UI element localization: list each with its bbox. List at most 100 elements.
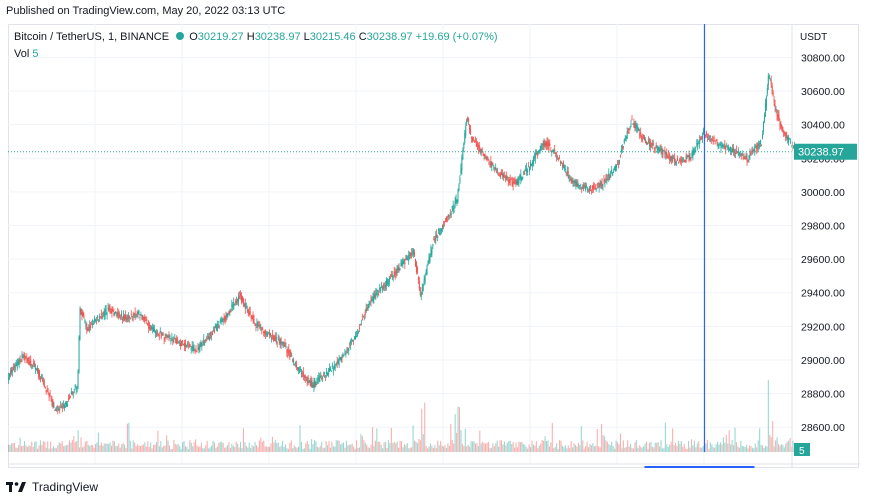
volume-bar — [580, 426, 582, 452]
volume-bar — [472, 441, 474, 452]
candle-body — [208, 336, 210, 340]
volume-bar — [102, 445, 104, 452]
candle-body — [26, 357, 28, 363]
volume-bar — [602, 435, 604, 452]
volume-bar — [39, 440, 41, 452]
candle-body — [130, 313, 132, 315]
candle-body — [178, 341, 180, 343]
candle-body — [750, 154, 752, 156]
volume-bar — [16, 447, 18, 452]
candle-body — [548, 143, 550, 151]
candle-body — [301, 375, 303, 377]
volume-bar — [541, 440, 543, 452]
candle-body — [473, 141, 475, 143]
volume-bar — [137, 444, 139, 452]
volume-bar — [200, 442, 202, 452]
volume-bar — [92, 445, 94, 452]
candle-body — [297, 367, 299, 370]
candle-body — [89, 324, 91, 331]
volume-bar — [727, 443, 729, 452]
tradingview-logo-icon — [6, 482, 26, 492]
candle-body — [784, 131, 786, 133]
candle-body — [596, 184, 598, 187]
volume-bar — [302, 448, 304, 452]
candle-body — [572, 181, 574, 183]
candle-body — [269, 332, 270, 335]
volume-bar — [74, 442, 76, 452]
candle-body — [118, 313, 120, 318]
candle-body — [673, 157, 675, 159]
volume-bar — [142, 444, 144, 452]
candle-body — [416, 267, 418, 273]
volume-bar — [538, 445, 540, 452]
volume-bar — [334, 446, 336, 452]
candle-body — [636, 126, 638, 130]
candle-body — [398, 266, 400, 271]
volume-bar — [659, 446, 661, 452]
volume-bar — [54, 447, 56, 452]
candle-body — [165, 334, 167, 336]
volume-bar — [51, 448, 53, 452]
volume-bar — [630, 444, 632, 452]
volume-bar — [9, 445, 11, 452]
volume-bar — [412, 425, 414, 452]
candle-body — [211, 335, 212, 337]
volume-bar — [90, 444, 92, 452]
candle-body — [672, 156, 674, 162]
volume-bar — [327, 445, 329, 452]
candle-body — [449, 212, 451, 216]
y-tick-label: 28600.00 — [801, 422, 845, 434]
candle-body — [528, 166, 530, 168]
volume-bar — [583, 448, 585, 452]
candle-body — [224, 316, 226, 321]
candle-body — [767, 76, 769, 86]
footer-brand[interactable]: TradingView — [32, 480, 99, 494]
candle-body — [727, 146, 729, 148]
candle-body — [245, 306, 247, 309]
candle-body — [371, 299, 373, 301]
candle-body — [404, 261, 406, 265]
candle-body — [170, 339, 172, 342]
candle-body — [643, 135, 645, 138]
candle-body — [735, 150, 737, 152]
candle-body — [509, 179, 511, 184]
candle-body — [648, 142, 650, 147]
volume-bar — [132, 440, 134, 452]
candle-body — [537, 151, 539, 153]
candle-body — [693, 150, 695, 153]
candle-body — [84, 320, 86, 322]
volume-bar — [572, 447, 574, 452]
candle-body — [671, 156, 673, 161]
volume-bar — [118, 443, 120, 452]
symbol-name[interactable]: Bitcoin / TetherUS, 1, BINANCE — [14, 31, 170, 43]
candle-body — [417, 277, 419, 281]
candle-body — [395, 271, 397, 274]
candle-body — [316, 382, 318, 384]
volume-bar — [622, 440, 624, 452]
volume-bar — [369, 448, 371, 452]
candle-body — [409, 252, 411, 257]
candle-body — [506, 176, 508, 178]
candle-body — [216, 324, 218, 332]
candle-body — [302, 372, 304, 376]
volume-bar — [219, 441, 221, 452]
candle-body — [184, 343, 186, 348]
footer: TradingView — [6, 480, 98, 494]
volume-bar — [8, 444, 10, 452]
candle-body — [605, 178, 607, 181]
candle-body — [547, 141, 549, 147]
candlestick-chart[interactable]: USDT30800.0030600.0030400.0030200.003000… — [8, 24, 860, 468]
candle-body — [576, 183, 578, 187]
candle-body — [111, 309, 113, 314]
volume-bar — [97, 432, 99, 452]
volume-bar — [364, 442, 366, 452]
volume-bar — [155, 441, 157, 452]
candle-body — [388, 276, 390, 283]
candle-body — [142, 317, 144, 320]
volume-bar — [748, 445, 751, 452]
candle-body — [698, 143, 700, 145]
candle-body — [260, 326, 262, 328]
candle-body — [277, 337, 279, 339]
volume-bar — [627, 440, 629, 452]
volume-bar — [559, 440, 561, 452]
